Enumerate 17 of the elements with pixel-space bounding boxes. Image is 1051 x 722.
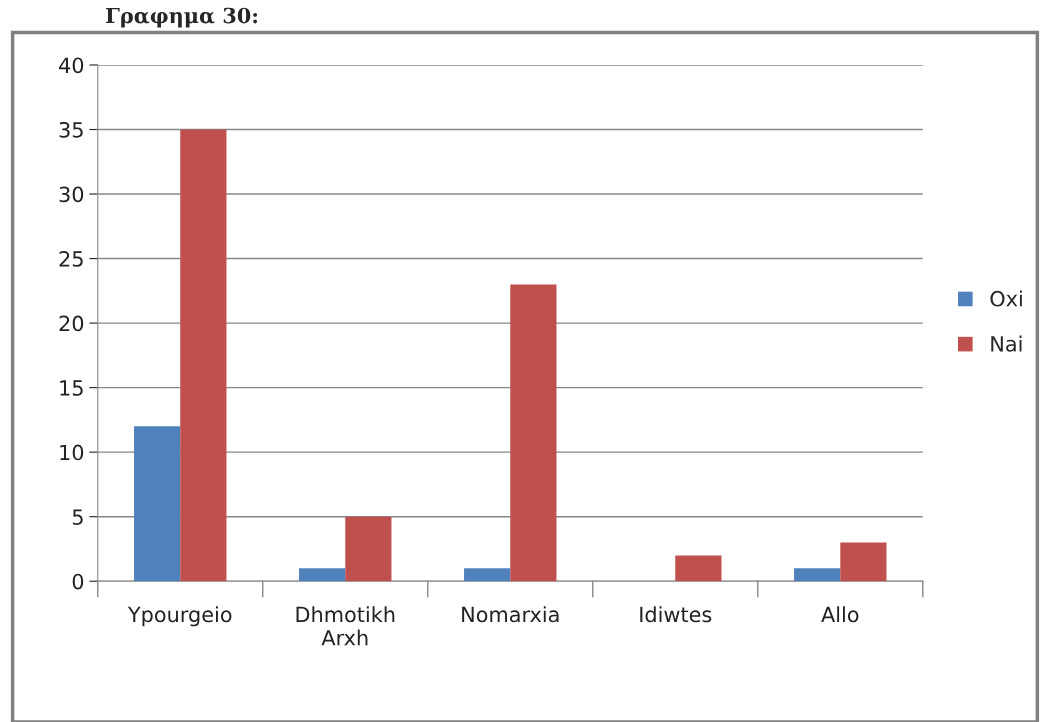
- y-tick-label: 25: [59, 251, 83, 267]
- y-tick-label: 15: [60, 380, 83, 396]
- x-tick-label: Ypourgeio: [127, 606, 232, 627]
- legend-label: Nai: [991, 335, 1022, 352]
- x-tick-label: Dhmotikh Arxh: [296, 606, 395, 646]
- y-tick-label: 20: [59, 315, 84, 332]
- y-tick-label: 30: [59, 186, 84, 203]
- x-tick-label: Nomarxia: [462, 606, 559, 623]
- y-tick-label: 35: [59, 121, 83, 138]
- x-tick-label: Idiwtes: [640, 606, 712, 623]
- y-tick-label: 40: [59, 57, 84, 74]
- x-tick-label: Allo: [821, 606, 859, 623]
- chart-title: Γραφημα 30:: [106, 7, 258, 28]
- legend-label: Oxi: [990, 290, 1022, 307]
- y-tick-label: 5: [72, 509, 83, 525]
- y-tick-label: 0: [72, 573, 84, 590]
- y-tick-label: 10: [60, 444, 84, 461]
